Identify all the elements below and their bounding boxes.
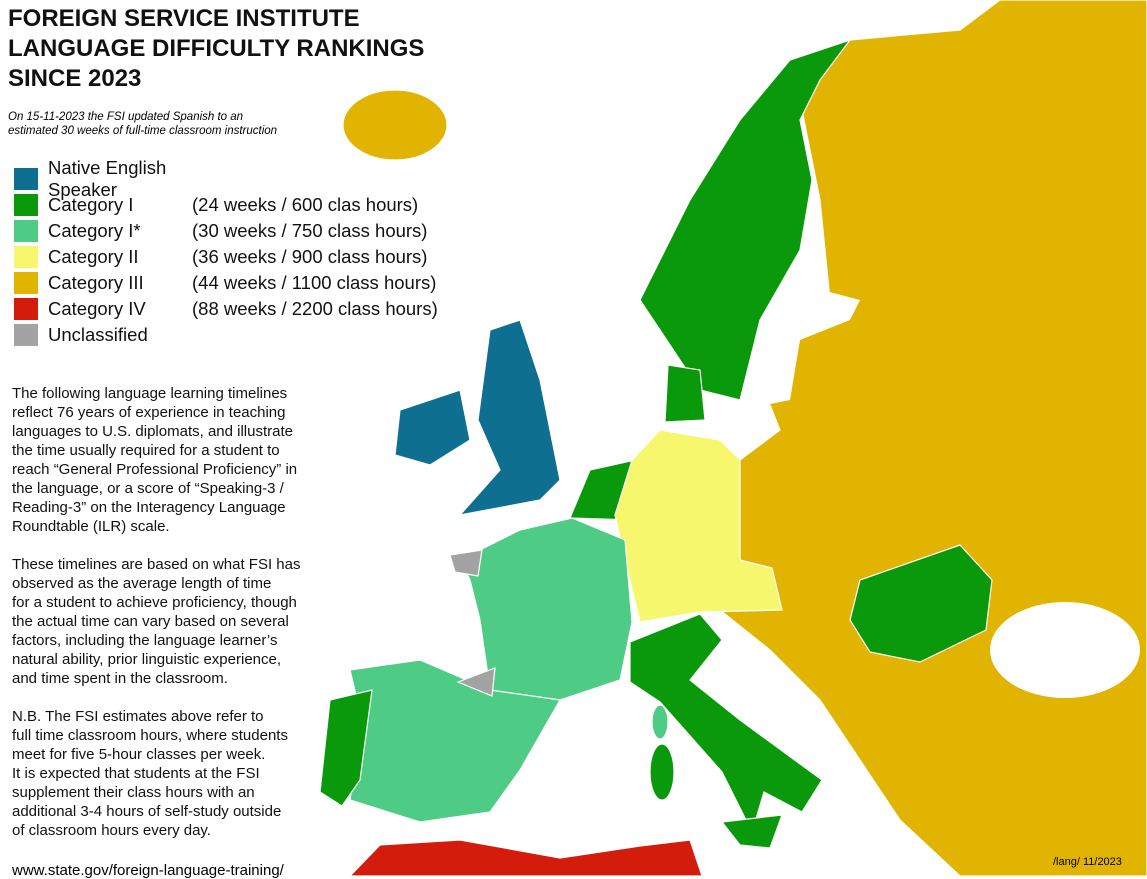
note-line: estimated 30 weeks of full-time classroo… — [8, 125, 278, 137]
legend-detail: (36 weeks / 900 class hours) — [192, 246, 428, 267]
scandinavia — [639, 38, 852, 401]
paragraph-line: of classroom hours every day. — [12, 822, 211, 839]
legend-swatch — [14, 298, 38, 320]
iceland — [342, 89, 448, 161]
legend-label: Unclassified — [48, 324, 148, 345]
legend-swatch — [14, 324, 38, 346]
legend-label: Category IV — [48, 298, 146, 319]
romania — [849, 544, 993, 663]
paragraph-line: natural ability, prior linguistic experi… — [12, 651, 282, 668]
title-line: SINCE 2023 — [8, 65, 142, 92]
denmark — [664, 364, 706, 423]
sardinia — [649, 743, 675, 801]
paragraph-line: full time classroom hours, where student… — [12, 727, 288, 744]
legend-detail: (24 weeks / 600 clas hours) — [192, 194, 419, 215]
legend-swatch — [14, 272, 38, 294]
paragraph-line: the time usually required for a student … — [12, 442, 280, 459]
legend-label: Category III — [48, 272, 144, 293]
title-line: FOREIGN SERVICE INSTITUTE — [8, 5, 360, 32]
paragraph-line: Reading-3” on the Interagency Language — [12, 499, 286, 516]
legend-swatch — [14, 168, 38, 190]
portugal — [319, 689, 373, 807]
legend-label: Category I — [48, 194, 134, 215]
france — [459, 517, 633, 701]
paragraph: N.B. The FSI estimates above refer to ful… — [12, 707, 301, 840]
paragraph: The following language learning timeline… — [12, 384, 301, 536]
legend-swatch — [14, 220, 38, 242]
italy — [629, 613, 823, 834]
paragraph-line: observed as the average length of time — [12, 575, 272, 592]
legend-detail: (30 weeks / 750 class hours) — [192, 220, 428, 241]
paragraph-line: reach “General Professional Proficiency”… — [12, 461, 298, 478]
paragraph-line: The following language learning timeline… — [12, 385, 288, 402]
ireland — [394, 389, 471, 466]
paragraph-line: These timelines are based on what FSI ha… — [12, 556, 301, 573]
source-url: www.state.gov/foreign-language-training/ — [12, 862, 284, 879]
legend-detail: (44 weeks / 1100 class hours) — [192, 272, 437, 293]
paragraph-line: reflect 76 years of experience in teachi… — [12, 404, 286, 421]
baltic-sea — [740, 200, 860, 410]
title: FOREIGN SERVICE INSTITUTE LANGUAGE DIFFIC… — [8, 4, 424, 94]
legend-swatch — [14, 246, 38, 268]
legend-swatch — [14, 194, 38, 216]
legend-label: Native English Speaker — [48, 157, 167, 200]
great-britain — [458, 319, 561, 516]
brittany — [449, 549, 483, 577]
paragraph-line: the language, or a score of “Speaking-3 … — [12, 480, 284, 497]
paragraph-line: meet for five 5-hour classes per week. — [12, 746, 266, 763]
legend-item: Category I (24 weeks / 600 clas hours) — [14, 192, 438, 218]
basque — [456, 667, 496, 697]
legend-item: Category II (36 weeks / 900 class hours) — [14, 244, 438, 270]
paragraph-line: and time spent in the classroom. — [12, 670, 228, 687]
paragraph-line: It is expected that students at the FSI — [12, 765, 260, 782]
legend-item: Category I* (30 weeks / 750 class hours) — [14, 218, 438, 244]
legend-detail: (88 weeks / 2200 class hours) — [192, 298, 438, 319]
description: The following language learning timeline… — [12, 384, 301, 859]
note-line: On 15-11-2023 the FSI updated Spanish to… — [8, 111, 244, 123]
paragraph-line: additional 3-4 hours of self-study outsi… — [12, 803, 282, 820]
paragraph-line: factors, including the language learner’… — [12, 632, 278, 649]
credit: /lang/ 11/2023 — [1053, 856, 1122, 868]
legend: Native English Speaker Category I (24 week… — [14, 157, 438, 348]
paragraph-line: Roundtable (ILR) scale. — [12, 518, 170, 535]
paragraph-line: N.B. The FSI estimates above refer to — [12, 708, 264, 725]
legend-label: Category II — [48, 246, 139, 267]
note: On 15-11-2023 the FSI updated Spanish to… — [8, 110, 277, 138]
corsica — [651, 704, 669, 740]
legend-item: Unclassified — [14, 322, 438, 348]
paragraph: These timelines are based on what FSI ha… — [12, 555, 301, 688]
paragraph-line: languages to U.S. diplomats, and illustr… — [12, 423, 293, 440]
north-africa — [349, 839, 703, 876]
legend-item: Category IV (88 weeks / 2200 class hours) — [14, 296, 438, 322]
paragraph-line: supplement their class hours with an — [12, 784, 255, 801]
legend-item: Category III (44 weeks / 1100 class hours… — [14, 270, 438, 296]
sicily — [720, 814, 783, 849]
legend-label: Category I* — [48, 220, 141, 241]
black-sea — [990, 602, 1140, 698]
paragraph-line: the actual time can vary based on severa… — [12, 613, 289, 630]
title-line: LANGUAGE DIFFICULTY RANKINGS — [8, 35, 425, 62]
paragraph-line: for a student to achieve proficiency, th… — [12, 594, 297, 611]
legend-item: Native English Speaker — [14, 157, 438, 200]
